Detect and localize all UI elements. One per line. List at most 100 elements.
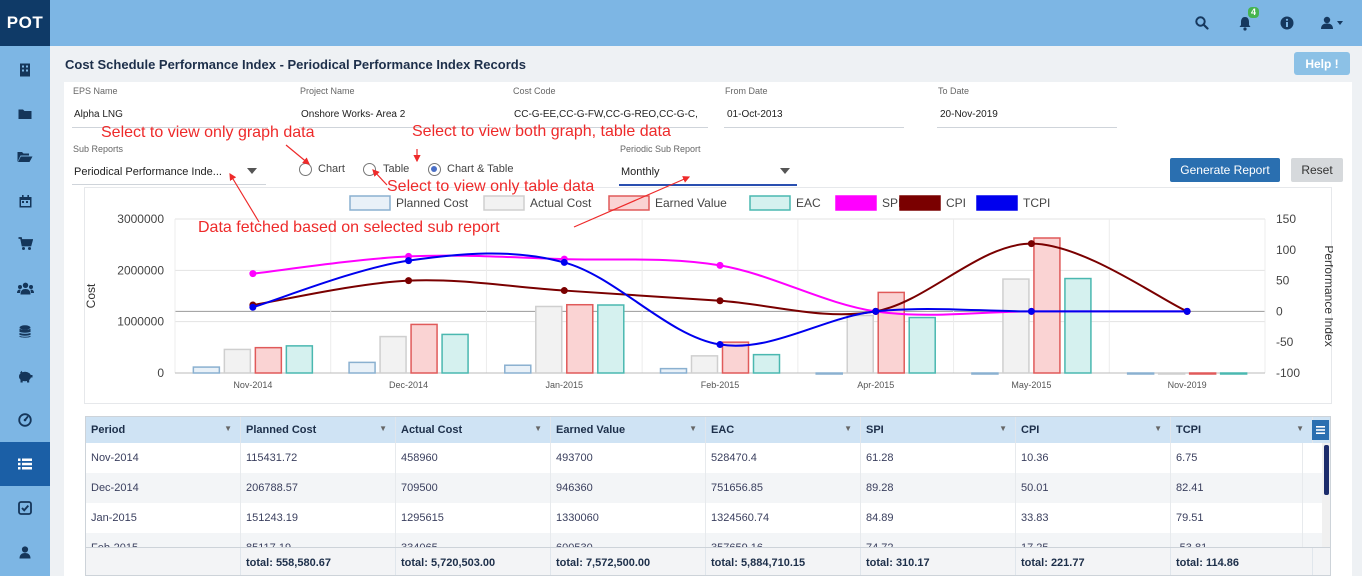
to-date-value[interactable]: 20-Nov-2019	[940, 109, 998, 120]
column-menu-chevron-icon[interactable]: ▼	[534, 424, 542, 433]
periodic-chevron-icon[interactable]	[780, 168, 790, 174]
help-button[interactable]: Help !	[1294, 52, 1350, 75]
x-tick-label: Apr-2015	[857, 380, 894, 390]
piggy-bank-icon[interactable]	[0, 354, 50, 398]
user-icon[interactable]	[0, 530, 50, 574]
info-icon[interactable]	[1277, 13, 1297, 33]
column-header-spi[interactable]: SPI ▼	[861, 417, 1016, 443]
building-icon[interactable]	[0, 48, 50, 92]
bar-earned-value	[566, 303, 594, 374]
table-cell: 33.83	[1016, 503, 1171, 533]
from-date-label: From Date	[725, 86, 768, 96]
eps-name-value[interactable]: Alpha LNG	[74, 109, 123, 120]
table-cell: 946360	[551, 473, 706, 503]
from-date-value[interactable]: 01-Oct-2013	[727, 109, 783, 120]
users-icon[interactable]	[0, 266, 50, 310]
folder-open-icon[interactable]	[0, 135, 50, 179]
calendar-icon[interactable]	[0, 179, 50, 223]
periodic-underline	[619, 184, 797, 186]
table-cell: 751656.85	[706, 473, 861, 503]
grid-scrollbar[interactable]	[1322, 443, 1330, 547]
user-menu-icon[interactable]	[1318, 13, 1348, 33]
bar-eac	[908, 316, 936, 374]
chart-and-table-radio[interactable]	[428, 163, 441, 176]
y2-tick-label: 0	[1276, 304, 1283, 318]
x-tick-label: Feb-2015	[701, 380, 740, 390]
grid-footer: total: 558,580.67 total: 5,720,503.00 tota…	[86, 547, 1330, 575]
cart-icon[interactable]	[0, 222, 50, 266]
bar-earned-value	[1033, 237, 1061, 374]
x-tick-label: Nov-2014	[233, 380, 272, 390]
y-tick-label: 3000000	[117, 212, 164, 226]
search-icon[interactable]	[1192, 13, 1212, 33]
sub-reports-chevron-icon[interactable]	[247, 168, 257, 174]
column-header-planned-cost[interactable]: Planned Cost ▼	[241, 417, 396, 443]
bar-actual-cost	[223, 348, 252, 374]
point-cpi	[1027, 240, 1035, 248]
column-header-actual-cost[interactable]: Actual Cost ▼	[396, 417, 551, 443]
grid-scrollbar-thumb[interactable]	[1324, 445, 1329, 495]
y-tick-label: 2000000	[117, 263, 164, 277]
eps-name-label: EPS Name	[73, 86, 118, 96]
cost-code-value[interactable]: CC-G-EE,CC-G-FW,CC-G-REO,CC-G-C,	[514, 109, 698, 120]
total-cell: total: 7,572,500.00	[551, 548, 706, 575]
grid-menu-icon[interactable]	[1312, 420, 1329, 440]
table-cell: 50.01	[1016, 473, 1171, 503]
column-header-earned-value[interactable]: Earned Value ▼	[551, 417, 706, 443]
list-icon[interactable]	[0, 442, 50, 486]
generate-report-button[interactable]: Generate Report	[1170, 158, 1280, 182]
table-cell: Nov-2014	[86, 443, 241, 473]
column-menu-chevron-icon[interactable]: ▼	[999, 424, 1007, 433]
sub-reports-underline	[72, 184, 266, 185]
table-row[interactable]: Jan-2015 151243.19 1295615 1330060 1324560.7…	[86, 503, 1322, 533]
notification-badge: 4	[1248, 7, 1260, 18]
folder-icon[interactable]	[0, 92, 50, 136]
bar-earned-value	[254, 346, 283, 374]
column-menu-chevron-icon[interactable]: ▼	[689, 424, 697, 433]
point-tcpi	[560, 258, 568, 266]
periodic-sub-report-select[interactable]: Monthly	[621, 166, 660, 178]
bell-icon[interactable]	[1235, 13, 1255, 33]
point-tcpi	[249, 303, 257, 311]
legend-label-actual-cost: Actual Cost	[530, 196, 592, 210]
annotation-chart-and-table: Select to view both graph, table data	[412, 123, 671, 140]
column-header-cpi[interactable]: CPI ▼	[1016, 417, 1171, 443]
column-header-period[interactable]: Period ▼	[86, 417, 241, 443]
column-menu-chevron-icon[interactable]: ▼	[1296, 424, 1304, 433]
column-header-tcpi[interactable]: TCPI ▼	[1171, 417, 1313, 443]
reset-button[interactable]: Reset	[1291, 158, 1343, 182]
report-card: EPS Name Alpha LNG Project Name Onshore …	[64, 82, 1352, 576]
table-cell: 1295615	[396, 503, 551, 533]
legend-swatch-eac	[749, 195, 791, 211]
table-cell: Jan-2015	[86, 503, 241, 533]
total-cell: total: 310.17	[861, 548, 1016, 575]
bar-eac	[597, 304, 625, 374]
point-spi	[249, 270, 257, 278]
sub-reports-select[interactable]: Periodical Performance Inde...	[74, 166, 222, 178]
bar-actual-cost	[1002, 278, 1030, 374]
x-tick-label: Jan-2015	[546, 380, 584, 390]
table-row[interactable]: Dec-2014 206788.57 709500 946360 751656.85 89…	[86, 473, 1322, 503]
dashboard-icon[interactable]	[0, 398, 50, 442]
bar-eac	[752, 353, 781, 374]
table-row[interactable]: Nov-2014 115431.72 458960 493700 528470.4 61.…	[86, 443, 1322, 473]
column-menu-chevron-icon[interactable]: ▼	[379, 424, 387, 433]
legend-label-earned-value: Earned Value	[655, 196, 727, 210]
total-cell: total: 114.86	[1171, 548, 1313, 575]
column-menu-chevron-icon[interactable]: ▼	[224, 424, 232, 433]
app-logo[interactable]: POT	[0, 0, 50, 46]
legend-label-spi: SPI	[882, 196, 901, 210]
table-cell: 61.28	[861, 443, 1016, 473]
column-menu-chevron-icon[interactable]: ▼	[1154, 424, 1162, 433]
sidebar	[0, 46, 50, 576]
table-cell: 493700	[551, 443, 706, 473]
database-icon[interactable]	[0, 310, 50, 354]
annotation-arrows	[229, 144, 691, 228]
bar-planned-cost	[659, 367, 688, 374]
legend-swatch-tcpi	[976, 195, 1018, 211]
bar-planned-cost	[348, 361, 376, 374]
checklist-icon[interactable]	[0, 486, 50, 530]
column-header-eac[interactable]: EAC ▼	[706, 417, 861, 443]
column-menu-chevron-icon[interactable]: ▼	[844, 424, 852, 433]
project-name-value[interactable]: Onshore Works- Area 2	[301, 109, 406, 120]
